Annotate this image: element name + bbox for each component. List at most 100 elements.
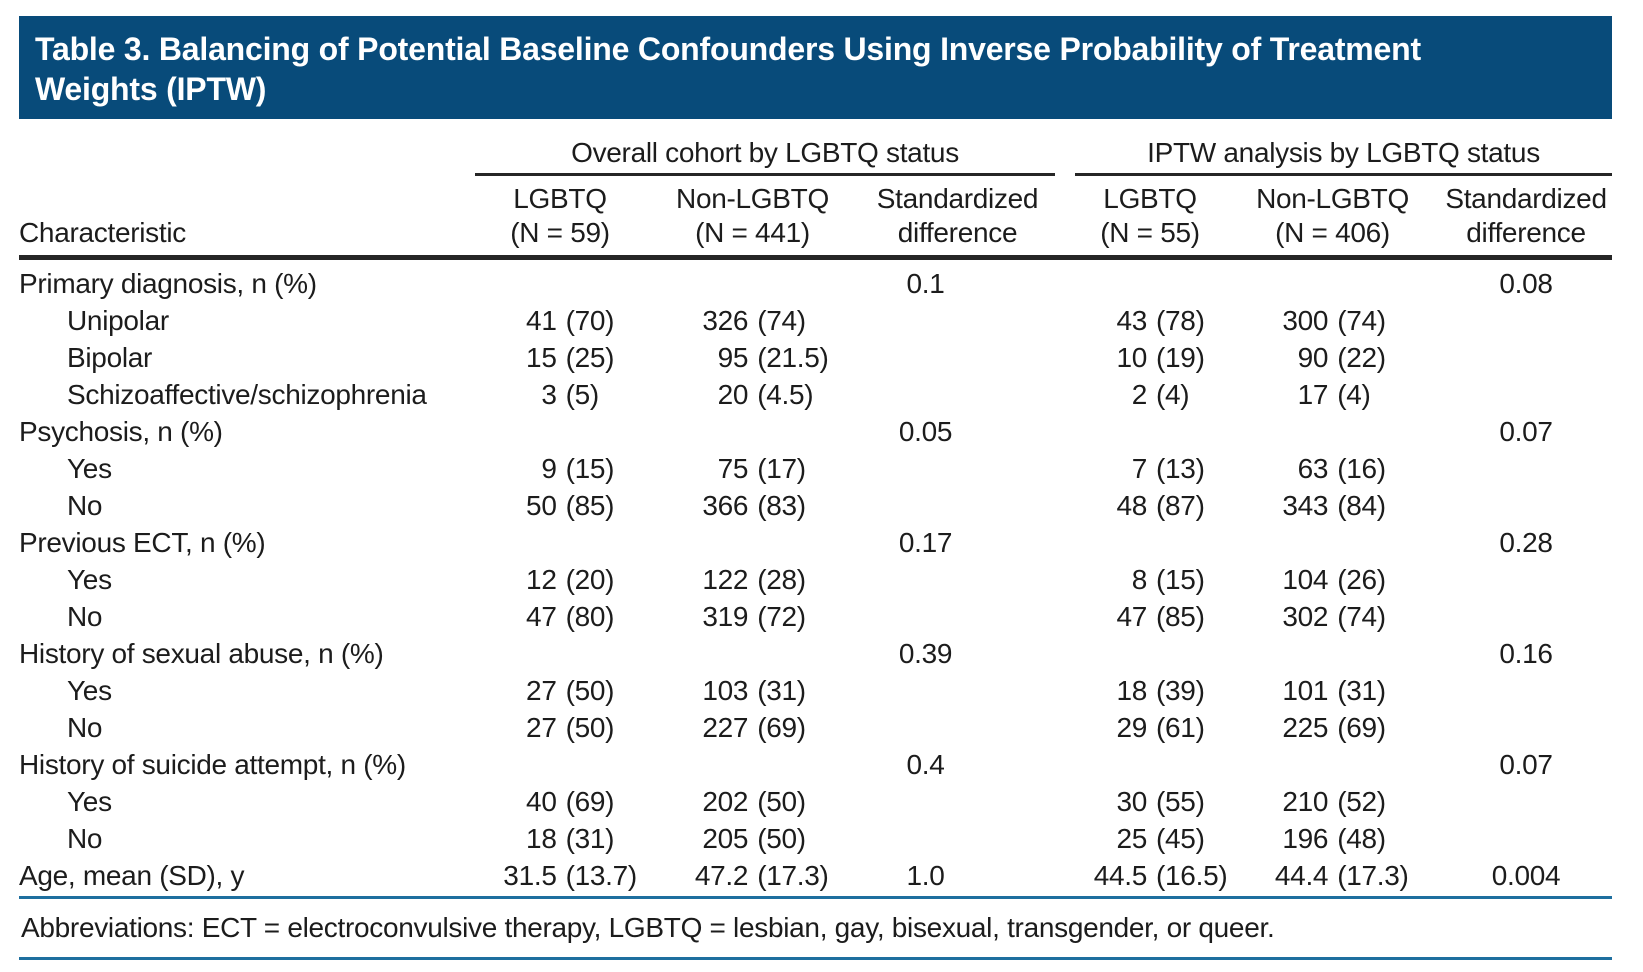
column-header-line2: (N = 55): [1100, 217, 1200, 248]
value-cell: 44.4 (17.3): [1225, 857, 1440, 894]
value-cell: 225 (69): [1225, 709, 1440, 746]
percent-value: (74): [1337, 304, 1386, 336]
column-header-line2: (N = 406): [1275, 217, 1390, 248]
std-diff-cell: 1.0: [906, 859, 945, 891]
table-row: Yes 40 (69) 202 (50) 30 (55) 210 (52): [19, 783, 1612, 820]
count-value: 302: [1282, 600, 1329, 632]
count-value: 8: [1131, 563, 1148, 595]
count-value: 225: [1282, 711, 1329, 743]
column-header-line1: LGBTQ: [1103, 183, 1197, 214]
count-value: 103: [702, 674, 749, 706]
column-header-line1: Non-LGBTQ: [676, 183, 829, 214]
column-gap: [1055, 709, 1075, 746]
column-gap: [1055, 598, 1075, 635]
percent-value: (48): [1337, 822, 1386, 854]
value-cell: [1075, 413, 1225, 450]
row-label: Yes: [67, 563, 112, 595]
percent-value: (31): [1337, 674, 1386, 706]
value-cell: 12 (20): [475, 561, 645, 598]
table-row: Age, mean (SD), y 31.5 (13.7) 47.2 (17.3) 1.0…: [19, 857, 1612, 894]
count-value: 7: [1131, 452, 1148, 484]
count-value: 227: [702, 711, 749, 743]
value-cell: 300 (74): [1225, 302, 1440, 339]
column-gap: [1055, 746, 1075, 783]
value-cell: [645, 413, 860, 450]
percent-value: (16): [1337, 452, 1386, 484]
percent-value: (50): [757, 822, 806, 854]
count-value: 12: [526, 563, 557, 595]
std-diff-cell: [860, 376, 1055, 413]
table-row: No 47 (80) 319 (72) 47 (85) 302 (74): [19, 598, 1612, 635]
value-cell: 20 (4.5): [645, 376, 860, 413]
count-value: 95: [717, 341, 749, 373]
std-diff-cell: [860, 450, 1055, 487]
count-value: 75: [717, 452, 749, 484]
value-cell: [1225, 746, 1440, 783]
column-gap: [1055, 561, 1075, 598]
group-header-row: Overall cohort by LGBTQ status IPTW anal…: [19, 128, 1613, 176]
percent-value: (21.5): [757, 341, 829, 373]
count-value: 47.2: [694, 859, 749, 891]
percent-value: (16.5): [1156, 859, 1228, 891]
table-row: Primary diagnosis, n (%) 0.1 0.08: [19, 258, 1612, 303]
std-diff-cell: [860, 672, 1055, 709]
count-value: 47: [1116, 600, 1148, 632]
std-diff-cell: [860, 339, 1055, 376]
percent-value: (85): [565, 489, 615, 521]
column-gap: [1055, 413, 1075, 450]
value-cell: 63 (16): [1225, 450, 1440, 487]
percent-value: (69): [757, 711, 806, 743]
std-diff-cell: 0.004: [1491, 859, 1561, 891]
count-value: 25: [1116, 822, 1148, 854]
percent-value: (84): [1337, 489, 1386, 521]
row-label: Yes: [67, 785, 112, 817]
count-value: 326: [702, 304, 749, 336]
table-row: Yes 27 (50) 103 (31) 18 (39) 101 (31): [19, 672, 1612, 709]
column-header-nonlgbtq-overall: Non-LGBTQ (N = 441): [645, 174, 860, 260]
std-diff-cell: [1440, 450, 1612, 487]
count-value: 27: [526, 711, 557, 743]
count-value: 90: [1297, 341, 1329, 373]
count-value: 205: [702, 822, 749, 854]
value-cell: 3 (5): [475, 376, 645, 413]
table-row: No 27 (50) 227 (69) 29 (61) 225 (69): [19, 709, 1612, 746]
std-diff-cell: [1440, 672, 1612, 709]
std-diff-cell: [860, 487, 1055, 524]
percent-value: (52): [1337, 785, 1386, 817]
count-value: 48: [1116, 489, 1148, 521]
column-header-line1: LGBTQ: [513, 183, 607, 214]
count-value: 29: [1116, 711, 1148, 743]
percent-value: (31): [757, 674, 806, 706]
percent-value: (13): [1156, 452, 1205, 484]
value-cell: 47 (80): [475, 598, 645, 635]
count-value: 44.4: [1274, 859, 1329, 891]
percent-value: (74): [1337, 600, 1386, 632]
count-value: 122: [702, 563, 749, 595]
value-cell: 47 (85): [1075, 598, 1225, 635]
group-header-iptw: IPTW analysis by LGBTQ status: [1075, 128, 1613, 176]
percent-value: (17): [757, 452, 806, 484]
value-cell: 326 (74): [645, 302, 860, 339]
percent-value: (87): [1156, 489, 1205, 521]
value-cell: 205 (50): [645, 820, 860, 857]
percent-value: (5): [565, 378, 600, 410]
column-gap: [1055, 450, 1075, 487]
percent-value: (20): [565, 563, 615, 595]
column-header-stddiff-overall: Standardized difference: [860, 174, 1056, 260]
column-header-stddiff-iptw: Standardized difference: [1440, 174, 1613, 260]
percent-value: (15): [565, 452, 615, 484]
count-value: 2: [1131, 378, 1148, 410]
row-label: Yes: [67, 674, 112, 706]
percent-value: (4): [1337, 378, 1371, 410]
std-diff-cell: 0.16: [1499, 637, 1553, 669]
count-value: 343: [1282, 489, 1329, 521]
percent-value: (69): [565, 785, 615, 817]
std-diff-cell: 0.05: [898, 415, 953, 447]
value-cell: [645, 524, 860, 561]
count-value: 319: [702, 600, 749, 632]
count-value: 44.5: [1093, 859, 1148, 891]
count-value: 43: [1116, 304, 1148, 336]
row-label: No: [67, 600, 103, 632]
table-title-line1: Table 3. Balancing of Potential Baseline…: [35, 31, 1421, 67]
count-value: 41: [526, 304, 557, 336]
